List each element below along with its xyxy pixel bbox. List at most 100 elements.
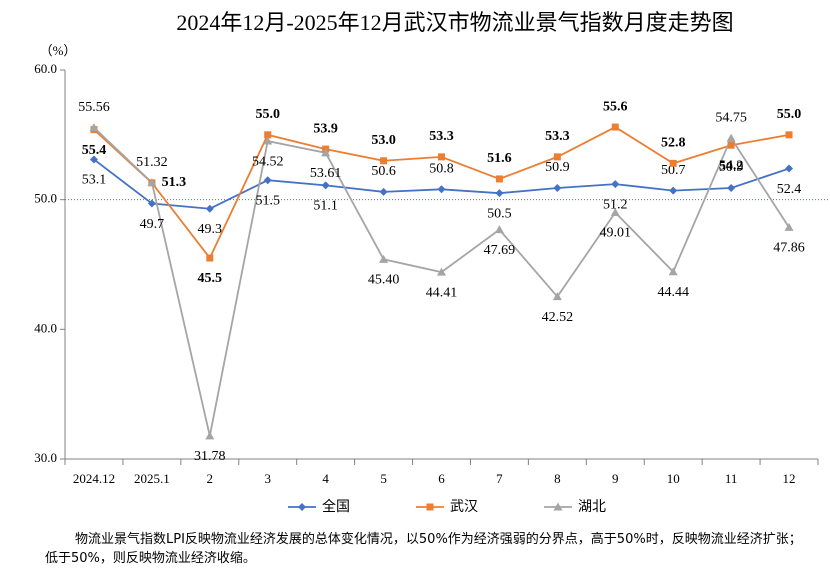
legend-label: 武汉: [450, 499, 478, 515]
data-label: 47.69: [484, 243, 516, 258]
data-label: 53.3: [429, 129, 454, 144]
data-point: [611, 180, 620, 189]
legend-label: 湖北: [578, 499, 606, 515]
data-label: 55.4: [82, 143, 107, 158]
data-label: 49.01: [600, 226, 632, 241]
data-label: 50.9: [545, 160, 570, 175]
data-point: [553, 183, 562, 192]
x-tick-label: 6: [438, 471, 445, 486]
data-point: [437, 185, 446, 194]
data-label: 52.4: [777, 182, 802, 197]
x-tick-label: 3: [264, 471, 271, 486]
x-tick-label: 12: [783, 471, 796, 486]
data-label: 49.3: [198, 222, 223, 237]
data-label: 55.6: [603, 99, 628, 114]
x-tick-label: 11: [725, 471, 738, 486]
data-label: 51.6: [487, 151, 512, 166]
data-label: 31.78: [194, 449, 226, 464]
data-point: [784, 222, 794, 231]
data-label: 45.40: [368, 273, 400, 288]
y-tick-label: 40.0: [34, 320, 57, 335]
data-label: 54.2: [719, 158, 744, 173]
data-label: 49.7: [140, 217, 165, 232]
data-point: [147, 199, 156, 208]
x-tick-label: 5: [380, 471, 387, 486]
data-point: [611, 123, 619, 131]
y-tick-label: 60.0: [34, 61, 57, 76]
data-point: [727, 183, 736, 192]
legend-marker: [553, 502, 563, 511]
data-point: [495, 189, 504, 198]
data-label: 53.1: [82, 173, 107, 188]
data-point: [669, 159, 677, 167]
data-point: [264, 131, 272, 139]
data-label: 50.6: [371, 164, 396, 179]
data-label: 55.0: [255, 107, 280, 122]
footnote: 物流业景气指数LPI反映物流业经济发展的总体变化情况，以50%作为经济强弱的分界…: [45, 532, 802, 566]
x-tick-label: 4: [322, 471, 329, 486]
data-point: [437, 267, 446, 276]
data-point: [321, 148, 331, 157]
x-tick-label: 7: [496, 471, 503, 486]
x-tick-label: 2025.1: [134, 471, 170, 486]
data-point: [495, 175, 503, 183]
data-point: [669, 186, 678, 195]
chart: 2024年12月-2025年12月武汉市物流业景气指数月度走势图 （%） 30.…: [34, 10, 830, 515]
data-point: [379, 187, 388, 196]
data-label: 55.56: [78, 100, 110, 115]
data-label: 54.52: [252, 154, 284, 169]
data-label: 42.52: [542, 310, 574, 325]
data-label: 50.9: [719, 160, 744, 175]
data-label: 50.7: [661, 163, 686, 178]
data-label: 51.3: [162, 175, 187, 190]
data-point: [494, 225, 504, 234]
legend-label: 全国: [322, 498, 350, 515]
chart-title: 2024年12月-2025年12月武汉市物流业景气指数月度走势图: [176, 10, 733, 35]
data-label: 52.8: [661, 136, 686, 151]
data-label: 51.5: [255, 193, 280, 208]
x-tick-label: 9: [612, 471, 619, 486]
x-tick-label: 10: [667, 471, 680, 486]
data-point: [727, 141, 735, 149]
data-point: [147, 178, 157, 187]
data-label: 55.0: [777, 107, 802, 122]
data-point: [380, 157, 388, 165]
data-label: 50.8: [429, 162, 454, 177]
data-point: [438, 153, 445, 161]
data-point: [206, 254, 214, 262]
data-label: 51.1: [313, 199, 338, 214]
data-point: [263, 136, 273, 145]
data-label: 53.61: [310, 166, 342, 181]
data-point: [321, 181, 330, 190]
data-label: 50.5: [487, 206, 512, 221]
data-point: [89, 155, 98, 164]
data-point: [89, 123, 99, 132]
data-point: [785, 131, 793, 139]
data-label: 54.75: [715, 110, 747, 125]
legend-marker: [426, 503, 434, 511]
data-point: [668, 267, 678, 276]
data-label: 51.2: [603, 197, 628, 212]
y-tick-label: 30.0: [34, 450, 57, 465]
data-point: [263, 176, 272, 185]
data-label: 47.86: [773, 241, 805, 256]
data-label: 51.32: [136, 155, 168, 170]
x-tick-label: 2: [207, 471, 214, 486]
x-tick-label: 2024.12: [73, 471, 115, 486]
data-point: [610, 208, 620, 217]
data-label: 44.44: [657, 285, 689, 300]
data-label: 44.41: [426, 285, 458, 300]
data-point: [785, 164, 794, 173]
data-label: 53.0: [371, 133, 396, 148]
y-unit: （%）: [40, 43, 77, 58]
data-point: [205, 431, 215, 440]
data-label: 53.3: [545, 129, 570, 144]
data-point: [552, 292, 562, 301]
data-label: 45.5: [198, 271, 223, 286]
data-point: [205, 204, 214, 213]
data-label: 53.9: [313, 121, 338, 136]
data-point: [726, 133, 736, 142]
legend-marker: [298, 503, 306, 511]
x-tick-label: 8: [554, 471, 561, 486]
